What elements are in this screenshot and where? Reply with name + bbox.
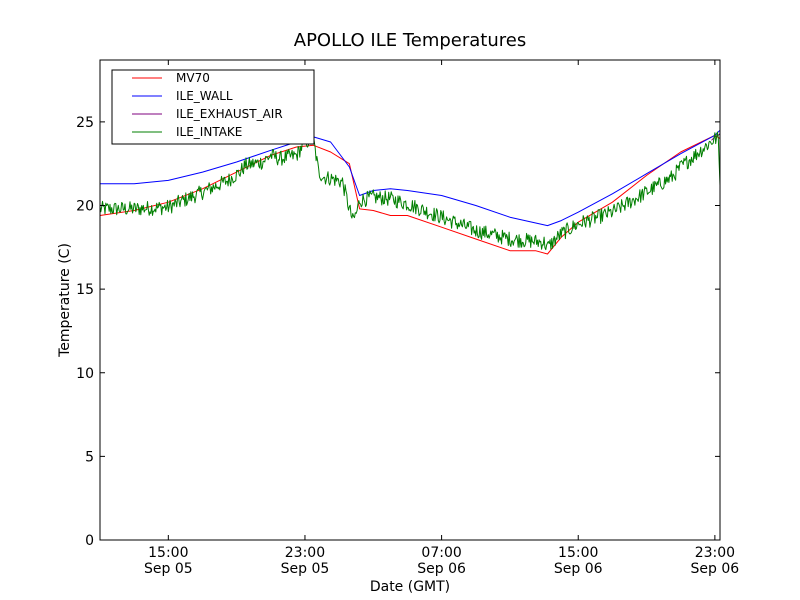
legend-label: ILE_WALL bbox=[176, 89, 233, 103]
legend-label: ILE_INTAKE bbox=[176, 125, 242, 139]
y-axis-label: Temperature (C) bbox=[57, 243, 73, 358]
series-line-ile-wall bbox=[100, 129, 721, 227]
x-tick-label-date: Sep 06 bbox=[691, 561, 740, 577]
x-tick-label-time: 07:00 bbox=[421, 545, 461, 561]
y-tick-label: 25 bbox=[76, 115, 94, 131]
plot-frame bbox=[99, 59, 721, 541]
chart-title: APOLLO ILE Temperatures bbox=[294, 30, 526, 51]
series-layer bbox=[99, 129, 721, 255]
x-tick-label-date: Sep 06 bbox=[417, 561, 466, 577]
series-line-ile-intake bbox=[99, 131, 721, 251]
y-tick-label: 10 bbox=[76, 366, 94, 382]
y-tick-label: 0 bbox=[85, 533, 94, 549]
legend-label: ILE_EXHAUST_AIR bbox=[176, 107, 283, 121]
x-tick-label-date: Sep 05 bbox=[281, 561, 330, 577]
x-tick-label-time: 23:00 bbox=[695, 545, 735, 561]
y-tick-label: 15 bbox=[76, 282, 94, 298]
x-tick-label-time: 23:00 bbox=[285, 545, 325, 561]
legend-label: MV70 bbox=[176, 71, 210, 85]
y-tick-label: 5 bbox=[85, 449, 94, 465]
y-tick-label: 20 bbox=[76, 199, 94, 215]
legend: MV70 ILE_WALL ILE_EXHAUST_AIR ILE_INTAKE bbox=[111, 69, 315, 145]
x-tick-label-time: 15:00 bbox=[148, 545, 188, 561]
x-tick-label-time: 15:00 bbox=[558, 545, 598, 561]
x-axis-label: Date (GMT) bbox=[370, 579, 450, 595]
x-tick-label-date: Sep 06 bbox=[554, 561, 603, 577]
x-tick-label-date: Sep 05 bbox=[144, 561, 193, 577]
